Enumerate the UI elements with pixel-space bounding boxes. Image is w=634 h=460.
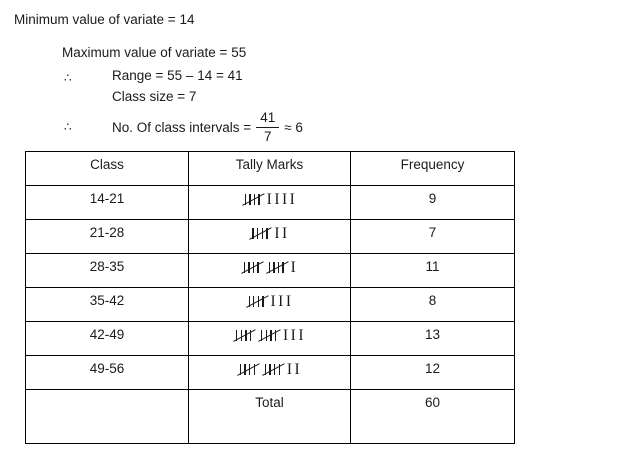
tally-five-group xyxy=(235,329,252,342)
tally-marks: I xyxy=(188,253,351,288)
class-cell: 21-28 xyxy=(25,219,189,254)
header-class: Class xyxy=(25,151,189,186)
class-size-line: Class size = 7 xyxy=(112,89,197,104)
header-frequency: Frequency xyxy=(350,151,515,186)
max-value-line: Maximum value of variate = 55 xyxy=(62,45,247,60)
range-line: Range = 55 – 14 = 41 xyxy=(112,68,243,83)
tally-marks: II xyxy=(188,219,351,254)
header-tally: Tally Marks xyxy=(188,151,351,186)
total-value: 60 xyxy=(350,389,515,444)
tally-five-group xyxy=(248,295,265,308)
class-cell: 42-49 xyxy=(25,321,189,356)
tally-five-group xyxy=(251,227,268,240)
tally-marks: II xyxy=(188,355,351,390)
class-cell: 28-35 xyxy=(25,253,189,288)
frequency-cell: 12 xyxy=(350,355,515,390)
class-cell: 49-56 xyxy=(25,355,189,390)
table-row: 21-28 II 7 xyxy=(25,219,515,254)
tally-five-group xyxy=(244,193,261,206)
table-row: 14-21 IIII 9 xyxy=(25,185,515,220)
frequency-cell: 8 xyxy=(350,287,515,322)
fraction: 41 7 xyxy=(256,110,280,144)
tally-marks: IIII xyxy=(188,185,351,220)
tally-single-strokes: II xyxy=(274,225,290,242)
intervals-equation: No. Of class intervals = 41 7 ≈ 6 xyxy=(112,107,303,147)
frequency-cell: 11 xyxy=(350,253,515,288)
table-row: 28-35 I 11 xyxy=(25,253,515,288)
fraction-denominator: 7 xyxy=(263,128,272,144)
therefore-symbol: ∴ xyxy=(64,120,72,134)
frequency-cell: 9 xyxy=(350,185,515,220)
tally-marks: III xyxy=(188,287,351,322)
table-row: 49-56 II 12 xyxy=(25,355,515,390)
tally-single-strokes: I xyxy=(290,259,299,276)
table-row: 42-49 III 13 xyxy=(25,321,515,356)
table-header-row: Class Tally Marks Frequency xyxy=(25,151,515,186)
tally-single-strokes: III xyxy=(270,293,294,310)
class-cell: 14-21 xyxy=(25,185,189,220)
tally-five-group xyxy=(268,261,285,274)
tally-single-strokes: II xyxy=(286,361,303,378)
tally-five-group xyxy=(260,329,277,342)
intervals-suffix: ≈ 6 xyxy=(284,119,303,135)
tally-five-group xyxy=(243,261,260,274)
therefore-symbol: ∴ xyxy=(64,71,72,85)
fraction-numerator: 41 xyxy=(256,110,280,128)
total-row: Total 60 xyxy=(25,389,515,444)
tally-single-strokes: III xyxy=(283,327,306,344)
class-cell: 35-42 xyxy=(25,287,189,322)
min-value-line: Minimum value of variate = 14 xyxy=(14,12,195,27)
tally-five-group xyxy=(264,363,281,376)
total-label: Total xyxy=(188,389,351,444)
total-empty-cell xyxy=(25,389,189,444)
frequency-table: Class Tally Marks Frequency 14-21 IIII 9… xyxy=(25,151,515,444)
frequency-cell: 7 xyxy=(350,219,515,254)
intervals-prefix: No. Of class intervals = xyxy=(112,119,252,135)
frequency-cell: 13 xyxy=(350,321,515,356)
tally-single-strokes: IIII xyxy=(266,191,298,208)
tally-five-group xyxy=(239,363,256,376)
table-row: 35-42 III 8 xyxy=(25,287,515,322)
tally-marks: III xyxy=(188,321,351,356)
